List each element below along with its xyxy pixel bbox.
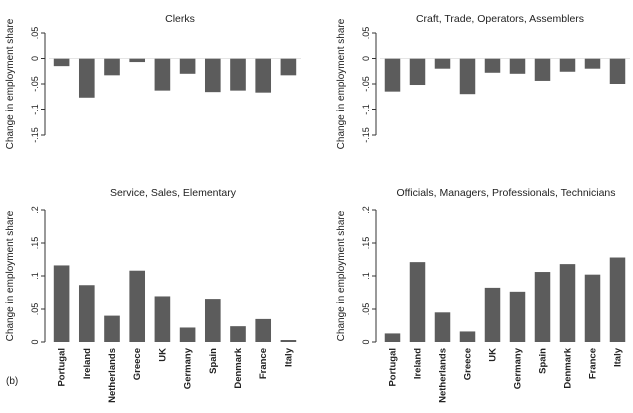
y-axis-title: Change in employment share (336, 210, 347, 341)
y-tick-label: .1 (30, 272, 40, 280)
y-axis-title: Change in employment share (5, 18, 16, 149)
category-label: Denmark (233, 347, 244, 388)
chart-panel-3: Service, Sales, Elementary 0 .05 .1 .15 .2 Cha… (5, 187, 297, 403)
category-label: Portugal (57, 348, 68, 387)
y-tick-label: -.1 (30, 104, 40, 115)
y-tick-label: .1 (361, 272, 371, 280)
y-tick-label: 0 (30, 339, 40, 344)
panel-title: Officials, Managers, Professionals, Tech… (396, 187, 615, 199)
bar-italy (280, 340, 297, 342)
bar-uk (484, 287, 501, 342)
category-label: Italy (613, 347, 624, 367)
chart-panel-4: Officials, Managers, Professionals, Tech… (336, 187, 626, 403)
bar-spain (534, 58, 551, 81)
category-label: Germany (183, 347, 194, 389)
chart-panel-1: Clerks -.15 -.1 -.05 0 .05 Change in employmen… (5, 13, 301, 149)
category-label: Italy (283, 347, 294, 367)
bar-spain (204, 58, 221, 93)
bar-greece (129, 270, 146, 342)
category-label: Netherlands (438, 348, 449, 403)
y-tick-label: -.15 (30, 127, 40, 143)
y-tick-label: -.15 (361, 127, 371, 143)
category-label: Spain (208, 348, 219, 374)
y-tick-label: .05 (361, 303, 371, 316)
bar-denmark (559, 264, 576, 342)
bar-ireland (409, 262, 426, 342)
category-label: France (588, 348, 599, 379)
category-label: Ireland (413, 348, 424, 379)
chart-panel-2: Craft, Trade, Operators, Assemblers -.15 -… (336, 13, 630, 149)
y-tick-label: .2 (30, 206, 40, 214)
bar-portugal (384, 333, 401, 342)
bar-netherlands (434, 312, 451, 342)
bar-ireland (78, 58, 95, 98)
bar-italy (609, 257, 626, 342)
bar-france (255, 318, 272, 342)
bar-spain (534, 272, 551, 342)
bar-uk (154, 296, 171, 342)
y-tick-label: .05 (30, 27, 40, 40)
category-label: Spain (538, 348, 549, 374)
bar-germany (509, 58, 526, 74)
bar-denmark (559, 58, 576, 72)
category-label: Ireland (82, 348, 93, 379)
bar-portugal (384, 58, 401, 92)
category-label: Greece (463, 348, 474, 380)
y-tick-label: .2 (361, 206, 371, 214)
category-label: UK (157, 348, 168, 362)
bar-ireland (78, 285, 95, 342)
bar-greece (459, 331, 476, 342)
y-axis-title: Change in employment share (5, 210, 16, 341)
bar-portugal (53, 265, 70, 342)
category-label: UK (488, 348, 499, 362)
bar-germany (179, 327, 196, 342)
category-label: Denmark (563, 347, 574, 388)
category-label: Greece (132, 348, 143, 380)
bar-italy (609, 58, 626, 84)
category-label: France (258, 348, 269, 379)
y-tick-label: -.05 (30, 76, 40, 92)
bar-greece (129, 58, 146, 63)
y-tick-label: -.1 (361, 104, 371, 115)
bar-france (584, 274, 601, 342)
bar-denmark (230, 58, 246, 91)
panel-title: Service, Sales, Elementary (110, 187, 237, 199)
bar-netherlands (104, 315, 120, 342)
y-tick-label: .05 (30, 303, 40, 316)
bar-portugal (53, 58, 70, 67)
bar-greece (459, 58, 476, 95)
category-label: Germany (513, 347, 524, 389)
bar-france (584, 58, 601, 69)
bar-netherlands (104, 58, 120, 76)
bar-spain (204, 299, 221, 342)
bar-netherlands (434, 58, 451, 69)
y-axis-title: Change in employment share (336, 18, 347, 149)
y-tick-label: 0 (30, 56, 40, 61)
y-tick-label: .15 (361, 237, 371, 250)
bar-germany (509, 291, 526, 342)
panel-title: Clerks (165, 13, 195, 25)
bar-denmark (230, 326, 246, 342)
category-label: Netherlands (107, 348, 118, 403)
bar-uk (484, 58, 501, 73)
category-label: Portugal (388, 348, 399, 387)
y-tick-label: 0 (361, 339, 371, 344)
bar-ireland (409, 58, 426, 86)
bar-italy (280, 58, 297, 76)
y-tick-label: -.05 (361, 76, 371, 92)
figure-label: (b) (6, 376, 18, 387)
panel-title: Craft, Trade, Operators, Assemblers (416, 13, 584, 25)
bar-germany (179, 58, 196, 74)
y-tick-label: 0 (361, 56, 371, 61)
bar-uk (154, 58, 171, 91)
y-tick-label: .15 (30, 237, 40, 250)
y-tick-label: .05 (361, 27, 371, 40)
bar-france (255, 58, 272, 93)
